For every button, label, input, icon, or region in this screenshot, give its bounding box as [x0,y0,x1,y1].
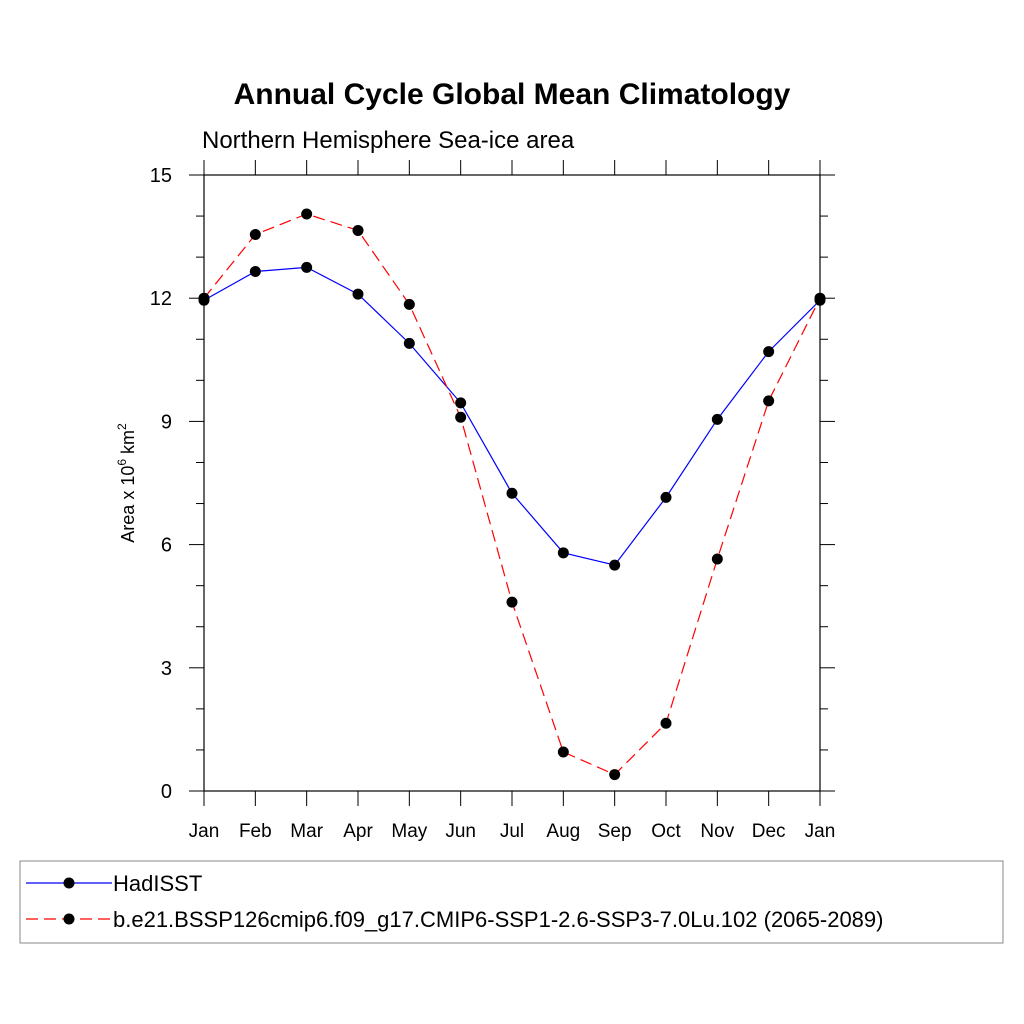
x-tick-label: Jan [189,821,220,842]
data-point-series-2 [403,298,415,310]
x-tick-label: Feb [239,821,272,842]
y-tick-label: 12 [150,288,172,310]
data-point-series-2 [249,229,261,241]
data-point-series-1 [557,547,569,559]
plot-frame [203,174,821,792]
y-tick-label: 9 [161,411,172,433]
data-point-series-1 [403,337,415,349]
data-point-series-1 [711,413,723,425]
data-point-series-1 [249,266,261,278]
data-point-series-1 [301,261,313,273]
legend-label-2: b.e21.BSSP126cmip6.f09_g17.CMIP6-SSP1-2.… [113,907,883,932]
plot-area: 0 3 6 9 12 15 Jan Feb Mar Apr May Jun Jul Aug Sep Oct No… [150,160,836,842]
data-point-series-1 [506,487,518,499]
data-point-series-2 [557,746,569,758]
series-line-1 [203,266,821,566]
data-point-series-1 [660,491,672,503]
x-tick-label: Dec [752,821,786,842]
data-point-series-1 [352,288,364,300]
y-axis-label-exponent-6: 6 [115,459,129,466]
chart-title: Annual Cycle Global Mean Climatology [234,78,791,111]
y-tick-label: 0 [161,781,172,803]
data-point-series-2 [198,292,210,304]
data-point-series-2 [660,717,672,729]
x-tick-label: Jul [500,821,524,842]
data-point-series-2 [814,292,826,304]
data-point-series-2 [609,769,621,781]
x-tick-label: Nov [700,821,734,842]
x-tick-label: Jun [445,821,476,842]
y-tick-label: 3 [161,658,172,680]
y-axis-label-exponent-2: 2 [115,423,129,430]
x-tick-label: Sep [598,821,632,842]
data-point-series-2 [455,411,467,423]
x-tick-label: Aug [546,821,580,842]
data-point-series-2 [301,208,313,220]
y-axis-label-prefix: Area x 10 [118,466,138,543]
legend-marker-1 [63,877,75,889]
y-axis-label-unit: km [118,430,138,459]
x-tick-label: Jan [805,821,836,842]
y-tick-label: 15 [150,165,172,187]
data-point-series-1 [455,397,467,409]
x-tick-label: May [391,821,427,842]
legend-box [19,860,1004,944]
x-tick-label: Oct [651,821,681,842]
y-axis-label: Area x 106 km2 [115,423,138,543]
legend: HadISST b.e21.BSSP126cmip6.f09_g17.CMIP6-… [19,860,1004,944]
legend-label-1: HadISST [113,871,202,896]
data-point-series-2 [763,395,775,407]
data-point-series-1 [609,559,621,571]
data-point-series-2 [352,224,364,236]
legend-marker-2 [63,913,75,925]
y-tick-label: 6 [161,535,172,557]
x-tick-label: Apr [343,821,373,842]
chart-subtitle: Northern Hemisphere Sea-ice area [202,127,575,154]
data-point-series-2 [506,596,518,608]
data-point-series-1 [763,346,775,358]
x-tick-label: Mar [290,821,323,842]
data-point-series-2 [711,553,723,565]
